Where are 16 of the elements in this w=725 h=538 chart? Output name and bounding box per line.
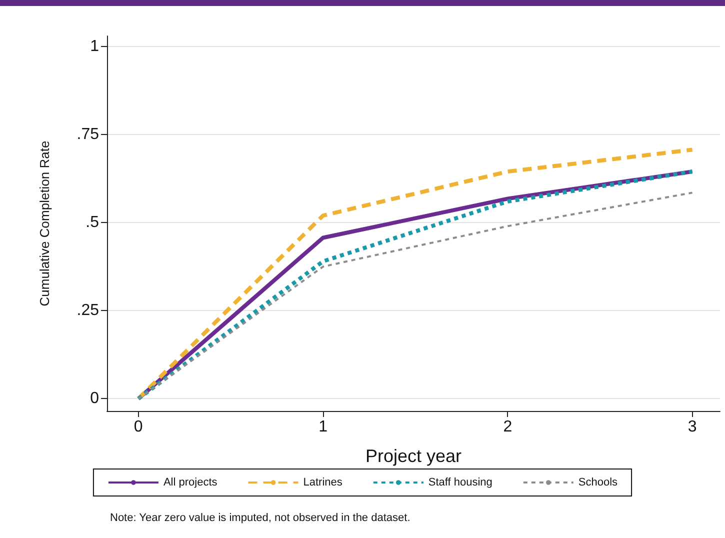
x-tick-label: 2 (503, 418, 512, 436)
legend-label: Staff housing (428, 476, 492, 488)
legend-label: All projects (163, 476, 218, 488)
y-axis-title: Cumulative Completion Rate (37, 140, 52, 306)
x-tick-label: 1 (318, 418, 328, 436)
x-tick-label: 3 (688, 418, 697, 436)
y-tick-label: .25 (76, 302, 100, 320)
text: Note: Year zero value is imputed, not observed in the dataset. (110, 512, 410, 524)
legend-label: Latrines (303, 476, 343, 488)
y-tick-label: 0 (90, 390, 100, 408)
y-tick-label: 1 (90, 38, 100, 56)
y-tick-label: .5 (86, 214, 100, 232)
x-tick-label: 0 (134, 418, 143, 436)
x-axis-title: Project year (365, 446, 462, 466)
legend-label: Schools (578, 476, 618, 488)
y-tick-label: .75 (76, 126, 100, 144)
